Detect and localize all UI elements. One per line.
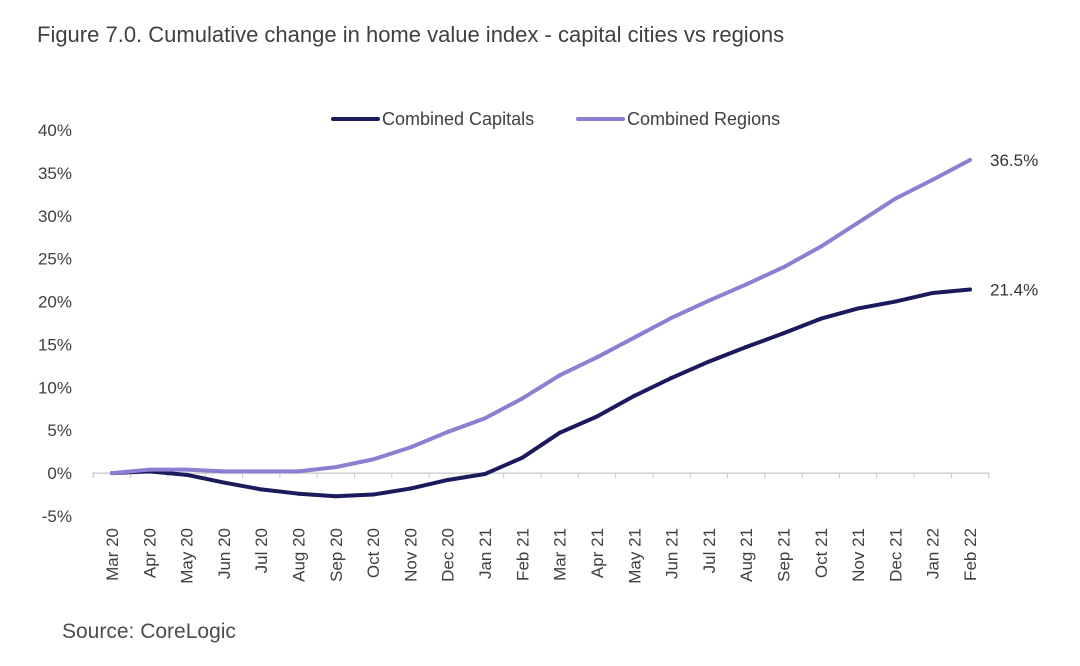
x-tick-label: Feb 21 <box>513 528 532 581</box>
data-point <box>557 373 562 378</box>
data-point <box>221 469 226 474</box>
data-point <box>930 290 935 295</box>
x-tick-label: Mar 20 <box>103 528 122 581</box>
data-point <box>893 299 898 304</box>
x-tick-label: Nov 21 <box>849 528 868 582</box>
data-point <box>706 359 711 364</box>
data-point <box>333 465 338 470</box>
source-note: Source: CoreLogic <box>62 620 236 643</box>
y-tick-label: 35% <box>38 164 72 183</box>
data-point <box>856 306 861 311</box>
x-tick-label: Dec 21 <box>886 528 905 582</box>
legend-label: Combined Regions <box>627 109 780 129</box>
x-tick-label: Apr 20 <box>140 528 159 578</box>
y-tick-label: 20% <box>38 293 72 312</box>
data-point <box>781 265 786 270</box>
data-point <box>371 457 376 462</box>
data-point <box>483 471 488 476</box>
y-tick-label: 15% <box>38 335 72 354</box>
chart-title: Figure 7.0. Cumulative change in home va… <box>37 22 785 47</box>
x-tick-label: Dec 20 <box>439 528 458 582</box>
x-tick-label: Jun 20 <box>215 528 234 579</box>
x-tick-label: Jul 20 <box>252 528 271 573</box>
x-tick-label: Jul 21 <box>700 528 719 573</box>
data-point <box>968 287 972 292</box>
series-line-combined-capitals <box>110 287 972 499</box>
data-point <box>557 430 562 435</box>
data-point <box>744 345 749 350</box>
data-point <box>669 315 674 320</box>
data-point <box>968 158 972 163</box>
data-point <box>296 469 301 474</box>
data-point <box>706 298 711 303</box>
y-tick-label: 0% <box>47 464 72 483</box>
data-point <box>594 414 599 419</box>
x-tick-label: Feb 22 <box>961 528 980 581</box>
x-tick-label: Mar 21 <box>551 528 570 581</box>
data-point <box>147 467 152 472</box>
y-tick-label: 5% <box>47 421 72 440</box>
x-tick-label: May 21 <box>625 528 644 584</box>
data-point <box>632 335 637 340</box>
x-tick-label: Aug 21 <box>737 528 756 582</box>
data-point <box>259 487 264 492</box>
data-point <box>520 396 525 401</box>
data-point <box>856 220 861 225</box>
data-point <box>445 429 450 434</box>
y-axis: -5% 0% 5% 10% 15% 20% 25% 30% 35% 40% <box>38 121 72 526</box>
data-point <box>184 467 189 472</box>
data-point <box>408 445 413 450</box>
data-point <box>483 416 488 421</box>
data-point <box>184 472 189 477</box>
x-tick-label: Sep 20 <box>327 528 346 582</box>
y-tick-label: 10% <box>38 378 72 397</box>
x-tick-label: May 20 <box>178 528 197 584</box>
data-point <box>930 177 935 182</box>
data-point <box>594 355 599 360</box>
end-value-label: 21.4% <box>990 281 1038 300</box>
x-tick-label: Nov 20 <box>401 528 420 582</box>
data-point <box>818 244 823 249</box>
data-point <box>259 469 264 474</box>
x-tick-label: Jun 21 <box>663 528 682 579</box>
data-point <box>371 492 376 497</box>
series-line-combined-regions <box>110 158 972 476</box>
data-point <box>520 455 525 460</box>
data-point <box>818 316 823 321</box>
y-tick-label: 40% <box>38 121 72 140</box>
end-labels: 21.4% 36.5% <box>990 151 1038 300</box>
data-point <box>333 494 338 499</box>
data-point <box>781 331 786 336</box>
data-point <box>669 375 674 380</box>
data-point <box>110 471 114 476</box>
x-tick-label: Jan 21 <box>476 528 495 579</box>
y-tick-label: 25% <box>38 250 72 269</box>
series-layer <box>110 158 972 499</box>
x-tick-label: Jan 22 <box>924 528 943 579</box>
end-value-label: 36.5% <box>990 151 1038 170</box>
data-point <box>893 196 898 201</box>
x-tick-label: Sep 21 <box>774 528 793 582</box>
data-point <box>632 393 637 398</box>
data-point <box>296 491 301 496</box>
y-tick-label: -5% <box>42 507 72 526</box>
legend: Combined Capitals Combined Regions <box>331 109 780 129</box>
x-tick-label: Oct 20 <box>364 528 383 578</box>
data-point <box>408 486 413 491</box>
x-tick-label: Aug 20 <box>290 528 309 582</box>
data-point <box>445 477 450 482</box>
x-axis: Mar 20 Apr 20 May 20 Jun 20 Jul 20 Aug 20 Sep … <box>92 472 990 584</box>
legend-label: Combined Capitals <box>382 109 534 129</box>
data-point <box>744 282 749 287</box>
x-tick-label: Oct 21 <box>812 528 831 578</box>
data-point <box>221 480 226 485</box>
y-tick-label: 30% <box>38 207 72 226</box>
x-tick-label: Apr 21 <box>588 528 607 578</box>
